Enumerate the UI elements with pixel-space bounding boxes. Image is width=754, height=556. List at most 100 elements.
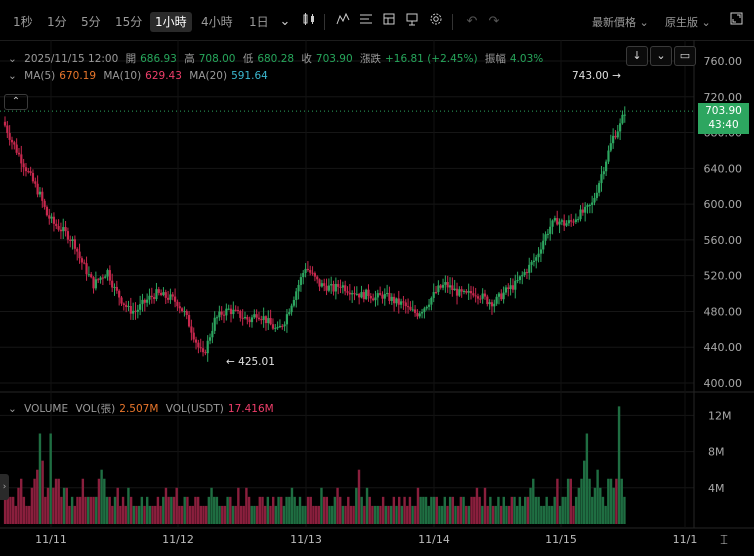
volume-bar [623, 496, 626, 524]
fullscreen-icon[interactable] [727, 12, 745, 32]
candle-body [45, 206, 49, 216]
candle-body [362, 292, 365, 300]
volume-bar [9, 496, 12, 524]
volume-bar [277, 496, 280, 524]
volume-bar [328, 505, 331, 524]
volume-bar [489, 496, 492, 524]
volume-bar [561, 496, 564, 524]
candle-body [71, 239, 74, 241]
volume-bar [381, 496, 385, 524]
volume-bar [218, 505, 221, 524]
candle-body [358, 293, 361, 298]
volume-bar [137, 505, 141, 524]
volume-bar [510, 496, 514, 524]
candle-body [551, 220, 554, 227]
candle-body [38, 191, 42, 195]
candle-body [344, 285, 347, 292]
version-label: 原生版 [665, 16, 698, 29]
timeframe-5m[interactable]: 5分 [81, 15, 101, 29]
timeframe-1m[interactable]: 1分 [47, 15, 67, 29]
candle-body [48, 215, 51, 219]
candle-body [97, 279, 100, 281]
candle-body [579, 209, 582, 220]
volume-bar [282, 505, 286, 524]
volume-bar [620, 478, 623, 524]
template-icon[interactable] [380, 12, 398, 32]
reset-scale-icon[interactable]: ⌶ [720, 533, 728, 548]
candle-body [458, 289, 461, 296]
redo-icon[interactable]: ↷ [488, 14, 500, 29]
candle-body [29, 171, 32, 173]
collapse-pane-button[interactable]: ⌄ [650, 46, 672, 66]
timeframe-1d[interactable]: 1日 [249, 15, 269, 29]
timeframe-1s[interactable]: 1秒 [13, 15, 33, 29]
volume-legend: ⌄ VOLUME VOL(張) 2.507M VOL(USDT) 17.416M [8, 401, 278, 416]
chevron-down-icon[interactable]: ⌄ [8, 403, 17, 415]
volume-bar [87, 496, 90, 524]
candle-body [57, 226, 60, 230]
chevron-down-icon[interactable]: ⌄ [8, 53, 17, 65]
candle-body [215, 317, 219, 319]
candle-body [502, 292, 505, 300]
candle-body [379, 293, 382, 295]
gear-icon[interactable] [427, 12, 445, 32]
candle-body [346, 291, 349, 293]
candle-body [369, 296, 372, 299]
drawing-list-icon[interactable] [357, 12, 375, 32]
maximize-pane-button[interactable]: ▭ [674, 46, 696, 66]
volume-bar [502, 496, 505, 524]
volume-bar [583, 460, 586, 524]
candle-body [609, 143, 612, 151]
candle-body [255, 314, 258, 318]
candle-body [577, 219, 580, 221]
undo-icon[interactable]: ↶ [466, 14, 478, 29]
volume-bar [231, 505, 235, 524]
candle-type-icon[interactable] [300, 12, 318, 32]
version-select[interactable]: 原生版 ⌄ [665, 14, 711, 30]
indicators-icon[interactable] [334, 12, 352, 32]
volume-bar [159, 505, 162, 524]
chevron-down-icon[interactable]: ⌄ [8, 70, 17, 82]
volume-bar [325, 496, 329, 524]
chart-toolbar: 1秒 1分 5分 15分 1小時 4小時 1日 ⌄ ↶ ↷ 最新價格 ⌄ 原生版… [0, 0, 754, 41]
volume-bar [22, 496, 26, 524]
candle-body [218, 311, 221, 318]
candle-body [197, 342, 200, 348]
volume-bar [456, 505, 460, 524]
move-down-button[interactable]: ↓ [626, 46, 648, 66]
candle-body [434, 292, 438, 294]
candle-body [271, 324, 275, 329]
candle-body [160, 292, 163, 296]
layout-icon[interactable] [403, 12, 421, 32]
volume-bar [221, 505, 224, 524]
timeframe-15m[interactable]: 15分 [115, 15, 143, 29]
candle-body [150, 295, 153, 298]
volume-bar [129, 496, 133, 524]
candles [3, 106, 626, 362]
volume-bar [406, 505, 409, 524]
timeframe-1h[interactable]: 1小時 [150, 12, 192, 32]
candle-body [418, 313, 421, 317]
candle-body [372, 298, 375, 301]
candle-body [549, 226, 552, 234]
candle-body [395, 298, 398, 304]
candle-body [339, 286, 342, 288]
price-type-select[interactable]: 最新價格 ⌄ [592, 14, 649, 30]
volume-bar [245, 487, 248, 524]
change-value: +16.81 (+2.45%) [385, 53, 478, 65]
collapse-legend-button[interactable]: ⌃ [4, 94, 28, 110]
timeframe-4h[interactable]: 4小時 [201, 15, 233, 29]
side-panel-toggle[interactable]: › [0, 474, 9, 500]
candle-body [27, 171, 30, 173]
volume-bar [196, 496, 200, 524]
candle-body [225, 308, 228, 316]
candle-body [90, 274, 93, 278]
candle-body [530, 262, 533, 265]
volume-bar [564, 496, 567, 524]
chevron-down-icon[interactable]: ⌄ [279, 14, 291, 29]
price-type-label: 最新價格 [592, 16, 636, 29]
toolbar-divider [324, 14, 325, 30]
candle-body [574, 219, 577, 222]
volume-bar [435, 496, 438, 524]
